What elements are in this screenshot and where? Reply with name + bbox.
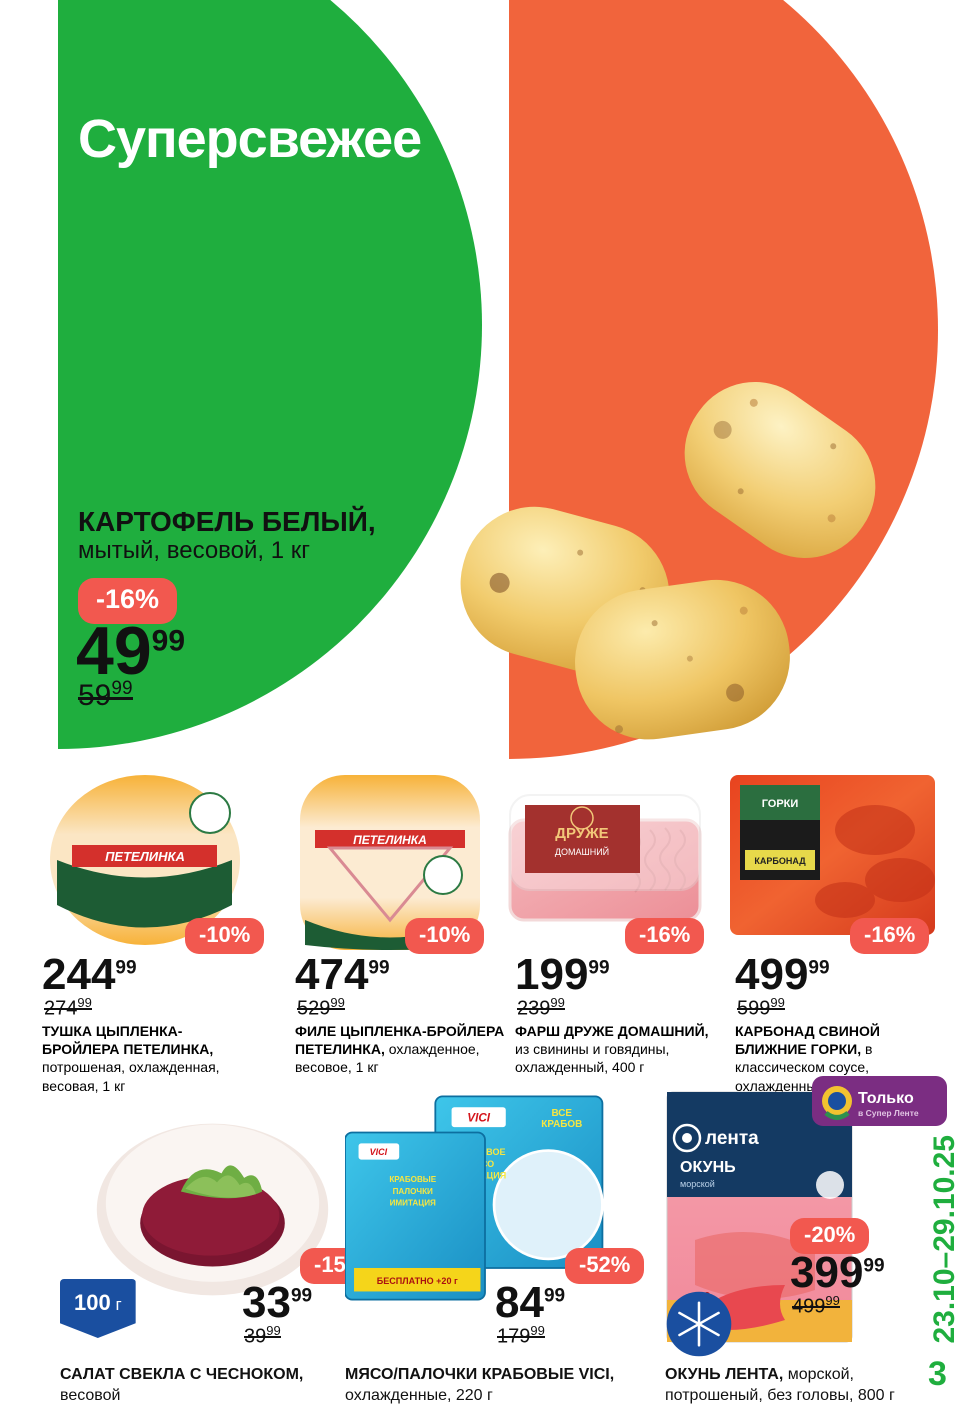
svg-text:в Супер Ленте: в Супер Ленте (858, 1108, 919, 1118)
svg-text:VICI: VICI (467, 1112, 491, 1125)
svg-text:ПЕТЕЛИНКА: ПЕТЕЛИНКА (353, 833, 427, 847)
svg-text:ИМИТАЦИЯ: ИМИТАЦИЯ (390, 1199, 436, 1208)
svg-text:ДОМАШНИЙ: ДОМАШНИЙ (555, 846, 609, 857)
svg-text:ОКУНЬ: ОКУНЬ (680, 1159, 736, 1176)
svg-text:лента: лента (705, 1128, 759, 1149)
svg-text:ПАЛОЧКИ: ПАЛОЧКИ (393, 1187, 433, 1196)
svg-text:ДРУЖЕ: ДРУЖЕ (555, 825, 608, 842)
svg-text:КРАБОВЫЕ: КРАБОВЫЕ (389, 1175, 436, 1184)
svg-text:ГОРКИ: ГОРКИ (762, 798, 799, 810)
svg-text:морской: морской (680, 1179, 715, 1189)
svg-text:КАРБОНАД: КАРБОНАД (754, 856, 806, 866)
svg-text:Только: Только (858, 1090, 914, 1107)
svg-text:ПЕТЕЛИНКА: ПЕТЕЛИНКА (105, 849, 185, 864)
svg-text:VICI: VICI (370, 1147, 388, 1157)
svg-text:КРАБОВ: КРАБОВ (541, 1119, 582, 1130)
svg-text:БЕСПЛАТНО +20 г: БЕСПЛАТНО +20 г (377, 1276, 458, 1286)
svg-text:ВСЕ: ВСЕ (551, 1108, 572, 1119)
